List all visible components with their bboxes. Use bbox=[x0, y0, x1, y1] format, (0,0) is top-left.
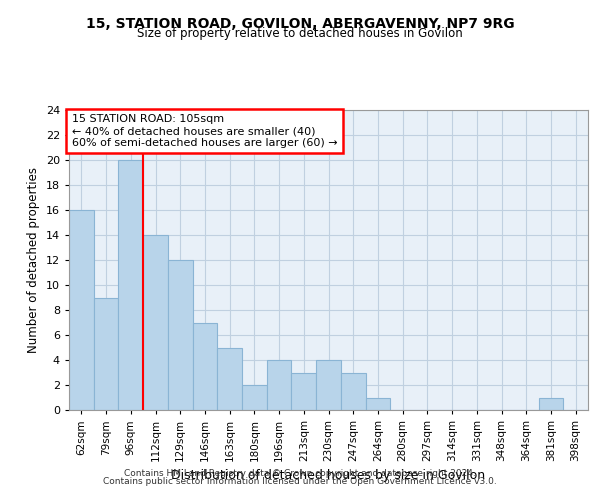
Bar bbox=[143, 235, 168, 410]
Text: Contains HM Land Registry data © Crown copyright and database right 2024.: Contains HM Land Registry data © Crown c… bbox=[124, 468, 476, 477]
Y-axis label: Number of detached properties: Number of detached properties bbox=[27, 167, 40, 353]
Bar bbox=[267, 360, 292, 410]
Text: Contains public sector information licensed under the Open Government Licence v3: Contains public sector information licen… bbox=[103, 477, 497, 486]
Text: 15 STATION ROAD: 105sqm
← 40% of detached houses are smaller (40)
60% of semi-de: 15 STATION ROAD: 105sqm ← 40% of detache… bbox=[71, 114, 337, 148]
Bar bbox=[193, 322, 217, 410]
Text: 15, STATION ROAD, GOVILON, ABERGAVENNY, NP7 9RG: 15, STATION ROAD, GOVILON, ABERGAVENNY, … bbox=[86, 18, 514, 32]
Bar bbox=[217, 348, 242, 410]
Bar bbox=[365, 398, 390, 410]
Bar bbox=[341, 372, 365, 410]
Bar bbox=[118, 160, 143, 410]
Bar bbox=[292, 372, 316, 410]
X-axis label: Distribution of detached houses by size in Govilon: Distribution of detached houses by size … bbox=[172, 470, 485, 482]
Text: Size of property relative to detached houses in Govilon: Size of property relative to detached ho… bbox=[137, 28, 463, 40]
Bar bbox=[242, 385, 267, 410]
Bar bbox=[69, 210, 94, 410]
Bar bbox=[168, 260, 193, 410]
Bar bbox=[539, 398, 563, 410]
Bar bbox=[316, 360, 341, 410]
Bar bbox=[94, 298, 118, 410]
